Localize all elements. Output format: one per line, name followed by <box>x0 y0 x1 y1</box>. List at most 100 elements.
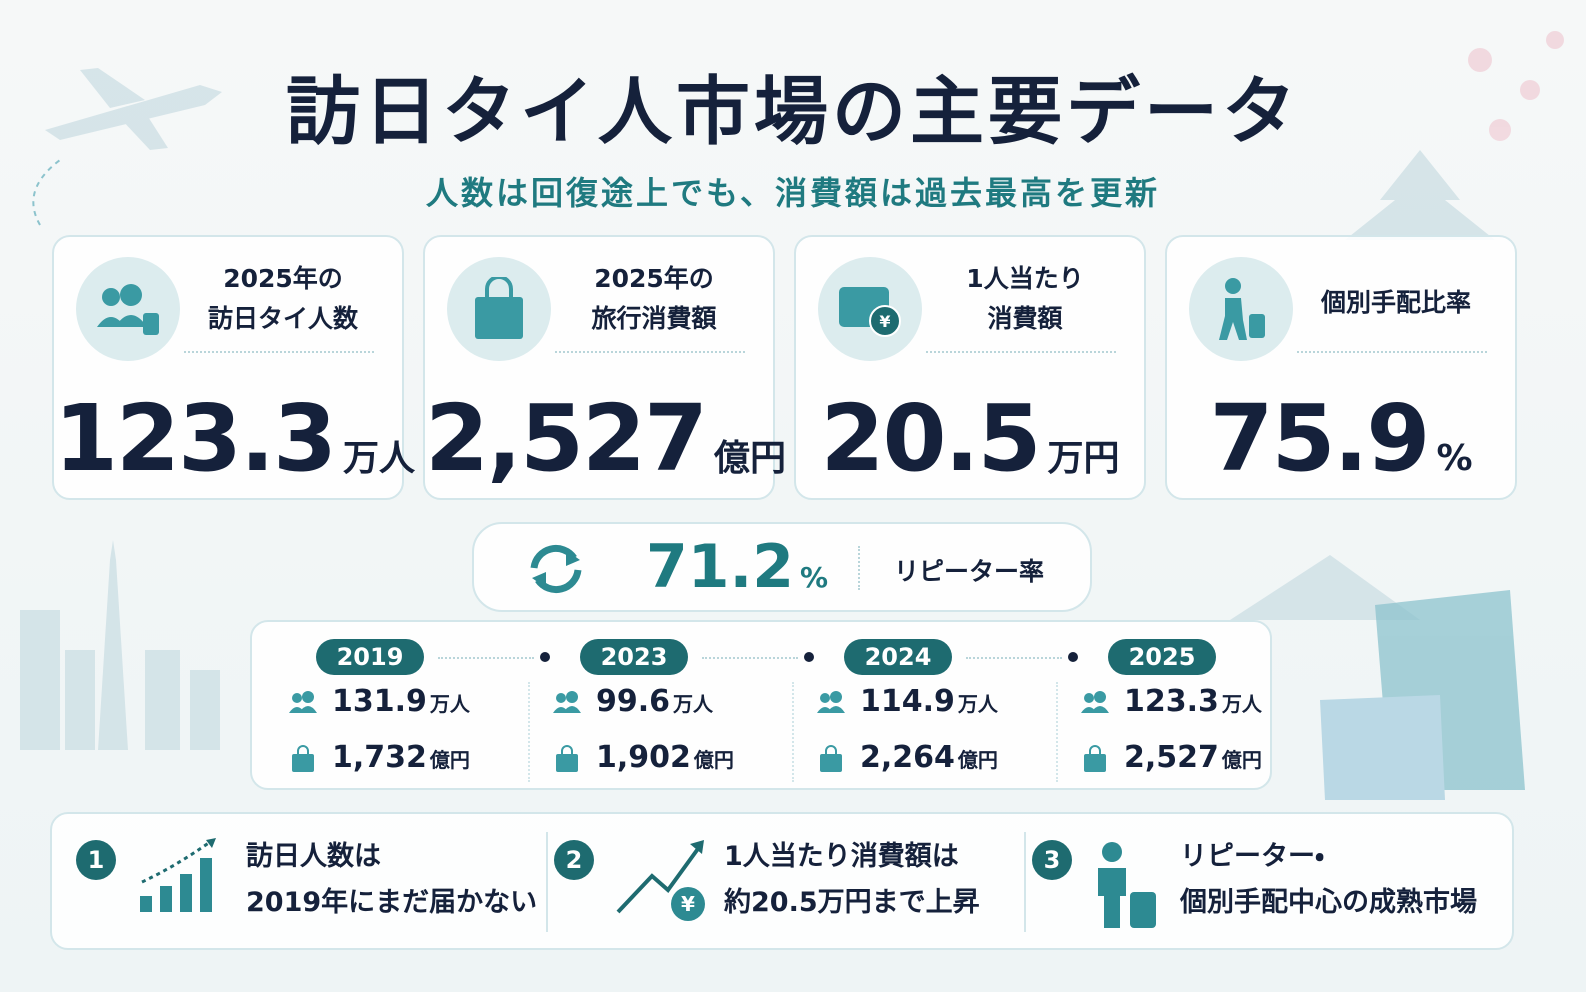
dot <box>804 652 814 662</box>
spending-value: 2,527 <box>1124 740 1219 775</box>
point-line: 訪日人数は <box>246 841 381 872</box>
visitors: 131.9 万人 <box>288 684 470 719</box>
card-label-line: 個別手配比率 <box>1320 288 1471 317</box>
year-pill: 2024 <box>844 639 952 675</box>
dots <box>926 351 1116 353</box>
dots <box>702 657 798 659</box>
svg-text:¥: ¥ <box>681 892 695 916</box>
card-value: 123.3 万人 <box>54 385 415 492</box>
dots <box>184 351 374 353</box>
card-label-line: 訪日タイ人数 <box>207 304 358 333</box>
spending: 2,264 億円 <box>818 740 998 775</box>
traveler-icon <box>1219 278 1265 340</box>
card-label: 2025年の 訪日タイ人数 <box>184 259 382 339</box>
visitors-unit: 万人 <box>673 692 714 716</box>
card-number: 123.3 <box>54 385 337 492</box>
point-icon: ¥ <box>614 836 714 926</box>
people-icon <box>289 690 317 713</box>
repeat-icon <box>530 545 582 593</box>
divider <box>792 682 794 782</box>
bag-icon <box>475 277 523 339</box>
icon-circle: ¥ <box>818 257 922 361</box>
card-number: 20.5 <box>820 385 1041 492</box>
card-label: 1人当たり消費額 <box>926 259 1124 339</box>
point-number: 1 <box>76 840 116 880</box>
spending-unit: 億円 <box>1221 748 1262 772</box>
visitors-value: 131.9 <box>332 684 427 719</box>
point-line: 1人当たり消費額は <box>724 841 959 872</box>
card-unit: 万人 <box>343 438 416 479</box>
icon-circle <box>447 257 551 361</box>
year-pill: 2025 <box>1108 639 1216 675</box>
spending-value: 2,264 <box>860 740 955 775</box>
visitors-value: 123.3 <box>1124 684 1219 719</box>
card-label-line: 旅行消費額 <box>591 304 717 333</box>
rise-icon: ¥ <box>616 840 705 921</box>
dots <box>1297 351 1487 353</box>
point-icon <box>1092 840 1162 934</box>
spending: 2,527 億円 <box>1082 740 1262 775</box>
bag-icon <box>292 744 314 772</box>
dots <box>966 657 1062 659</box>
point-line: 個別手配中心の成熟市場 <box>1180 887 1477 918</box>
timeline-box: 2019 131.9 万人 1,732 億円 2023 99.6 万人 1,902 億円 2024 1… <box>250 620 1272 790</box>
repeater-label: リピーター率 <box>894 557 1045 586</box>
bag-icon <box>1084 744 1106 772</box>
visitors-unit: 万人 <box>957 692 998 716</box>
card-value: 20.5 万円 <box>796 385 1144 492</box>
card-unit: % <box>1436 438 1473 479</box>
point-number: 3 <box>1032 840 1072 880</box>
dots <box>438 657 534 659</box>
card-label: 2025年の 旅行消費額 <box>555 259 753 339</box>
repeater-value: 71.2 <box>646 532 795 602</box>
spending-unit: 億円 <box>429 748 470 772</box>
divider <box>1056 682 1058 782</box>
dot <box>540 652 550 662</box>
people-icon <box>553 690 581 713</box>
visitors-unit: 万人 <box>429 692 470 716</box>
kpi-card: 2025年の 旅行消費額 2,527 億円 <box>423 235 786 500</box>
spending-value: 1,732 <box>332 740 427 775</box>
year-pill: 2023 <box>580 639 688 675</box>
visitors: 99.6 万人 <box>552 684 713 719</box>
repeater-box: 71.2% リピーター率 <box>472 522 1092 612</box>
people-icon <box>817 690 845 713</box>
visitors-unit: 万人 <box>1221 692 1262 716</box>
card-value: 75.9% <box>1167 385 1515 492</box>
subtitle: 人数は回復途上でも、消費額は過去最高を更新 <box>425 174 1161 212</box>
point-icon <box>136 836 226 920</box>
card-value: 2,527 億円 <box>425 385 786 492</box>
growth-icon <box>140 838 216 912</box>
divider <box>858 546 860 590</box>
card-unit: 万円 <box>1047 438 1120 479</box>
point-line: 2019年にまだ届かない <box>246 887 538 918</box>
bag-icon <box>556 744 578 772</box>
card-label-line: 1人当たり <box>966 264 1084 293</box>
spending: 1,732 億円 <box>290 740 470 775</box>
spending-unit: 億円 <box>693 748 734 772</box>
icon-circle <box>1189 257 1293 361</box>
points-box: 1 訪日人数は 2019年にまだ届かない 2 ¥1人当たり消費額は 約20.5万円まで上昇… <box>50 812 1514 950</box>
card-label-line: 消費額 <box>987 304 1063 333</box>
card-number: 2,527 <box>425 385 708 492</box>
icon-circle <box>76 257 180 361</box>
divider <box>546 832 548 932</box>
spending: 1,902 億円 <box>554 740 734 775</box>
kpi-card: 個別手配比率 75.9% <box>1165 235 1517 500</box>
visitors-value: 114.9 <box>860 684 955 719</box>
point-text: リピーター・ 個別手配中心の成熟市場 <box>1180 834 1477 926</box>
visitors-value: 99.6 <box>596 684 671 719</box>
svg-text:¥: ¥ <box>879 312 890 331</box>
dot <box>1068 652 1078 662</box>
bag-icon <box>820 744 842 772</box>
divider <box>528 682 530 782</box>
repeater-value-wrap: 71.2% <box>646 532 828 602</box>
title: 訪日タイ人市場の主要データ <box>286 69 1300 155</box>
kpi-card: ¥1人当たり消費額 20.5 万円 <box>794 235 1146 500</box>
spending-value: 1,902 <box>596 740 691 775</box>
point-text: 1人当たり消費額は 約20.5万円まで上昇 <box>724 834 980 926</box>
people-icon <box>1081 690 1109 713</box>
visitors: 123.3 万人 <box>1080 684 1262 719</box>
